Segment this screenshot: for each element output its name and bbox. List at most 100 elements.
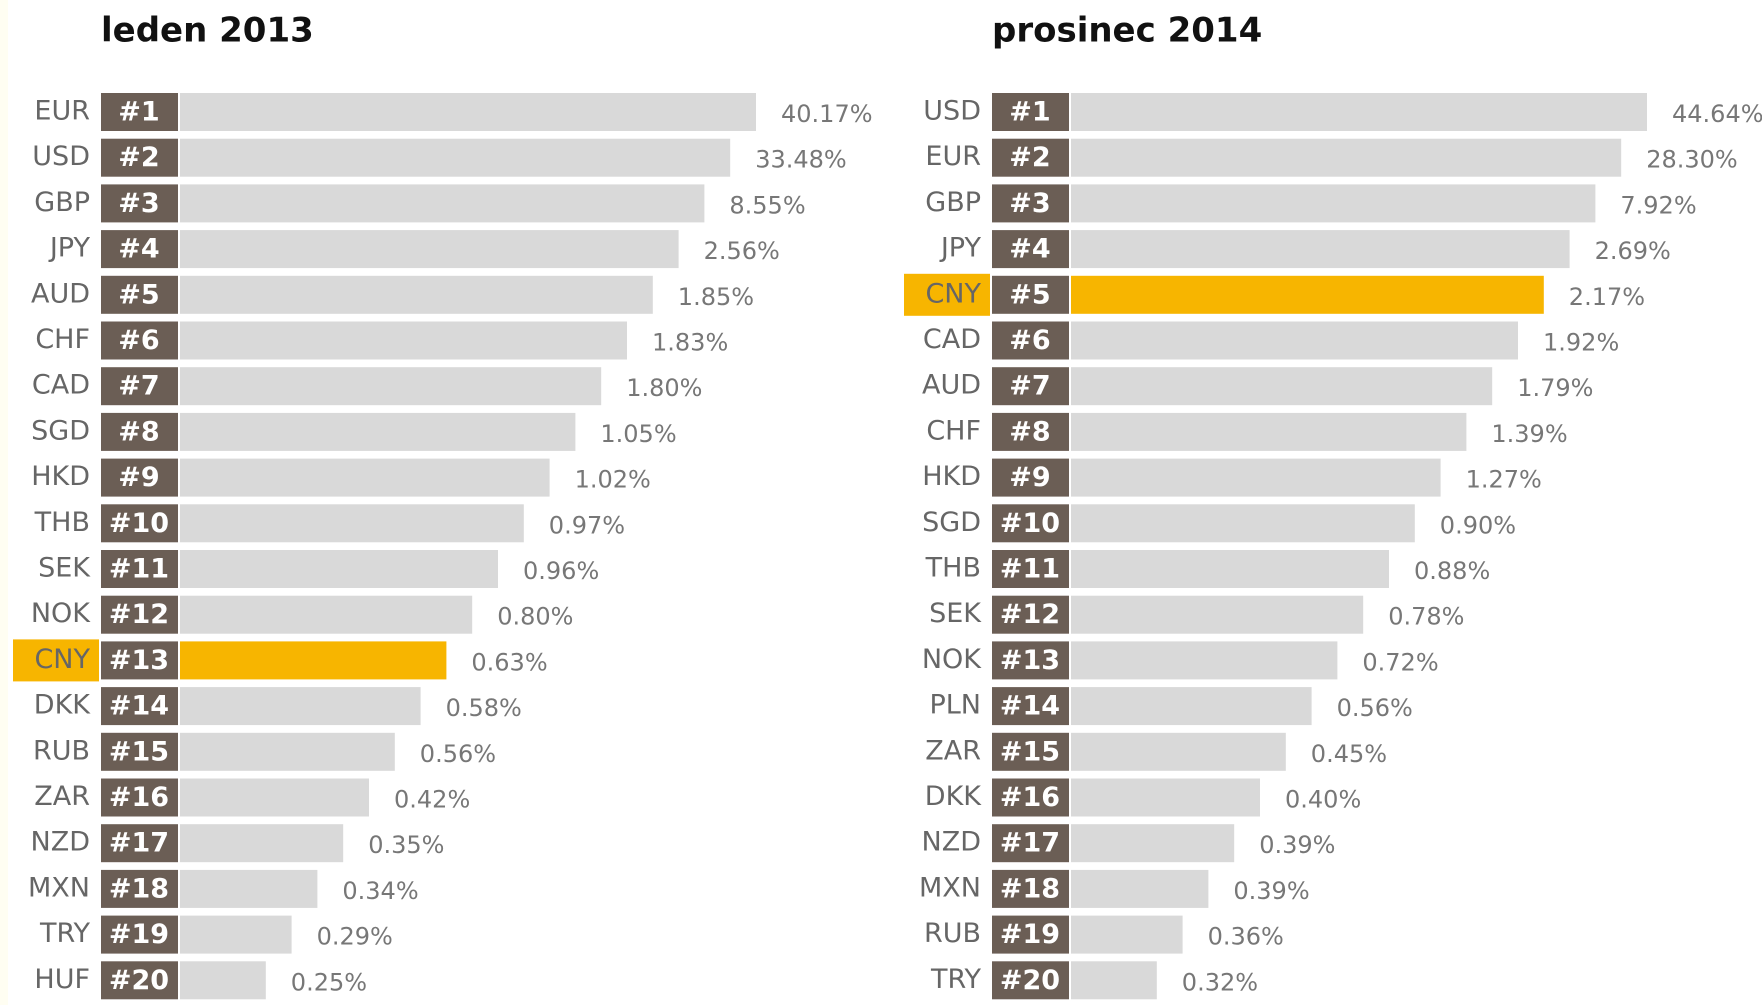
currency-label: EUR <box>925 141 981 172</box>
bar <box>1071 138 1622 177</box>
currency-label: RUB <box>924 918 981 949</box>
bar <box>1071 595 1364 634</box>
share-label: 1.05% <box>600 420 676 448</box>
rank-box <box>101 230 178 269</box>
currency-label: ZAR <box>925 735 981 766</box>
rank-box <box>992 961 1069 1000</box>
rank-label: #13 <box>109 645 169 676</box>
rank-label: #15 <box>1000 736 1060 767</box>
rank-box <box>992 458 1069 497</box>
rank-label: #19 <box>1000 919 1060 950</box>
share-label: 0.88% <box>1414 557 1490 585</box>
share-label: 2.69% <box>1595 237 1671 265</box>
bar <box>180 778 369 817</box>
currency-label: DKK <box>925 781 982 812</box>
currency-label: NOK <box>31 598 91 629</box>
rank-label: #18 <box>1000 873 1060 904</box>
bar <box>1071 778 1260 817</box>
share-label: 8.55% <box>729 191 805 219</box>
currency-label: CAD <box>923 324 981 355</box>
bar <box>1071 412 1467 451</box>
share-label: 1.92% <box>1543 329 1619 357</box>
bar <box>1071 458 1441 497</box>
bar <box>180 367 602 406</box>
rank-box <box>101 824 178 863</box>
rank-label: #8 <box>1009 416 1050 447</box>
rank-box <box>101 412 178 451</box>
rank-box <box>101 504 178 543</box>
share-label: 0.45% <box>1311 740 1387 768</box>
rank-box <box>992 915 1069 954</box>
bar <box>180 824 344 863</box>
currency-label: ZAR <box>34 781 90 812</box>
highlight-box <box>13 639 99 682</box>
rank-box <box>992 184 1069 223</box>
rank-box <box>992 412 1069 451</box>
share-label: 0.56% <box>420 740 496 768</box>
share-label: 0.39% <box>1259 831 1335 859</box>
share-label: 0.32% <box>1182 968 1258 996</box>
share-label: 33.48% <box>755 146 847 174</box>
share-label: 2.17% <box>1569 283 1645 311</box>
bar <box>1071 275 1544 314</box>
rank-label: #17 <box>1000 828 1060 859</box>
currency-label: SGD <box>31 415 90 446</box>
bar <box>180 641 447 680</box>
share-label: 2.56% <box>704 237 780 265</box>
rank-box <box>992 550 1069 588</box>
rank-box <box>992 641 1069 680</box>
bar <box>180 412 576 451</box>
rank-label: #2 <box>118 142 159 173</box>
rank-label: #11 <box>109 554 169 585</box>
bar <box>1071 687 1312 726</box>
currency-label: CHF <box>35 324 90 355</box>
currency-label: CHF <box>926 415 981 446</box>
rank-label: #19 <box>109 919 169 950</box>
bar <box>180 915 292 954</box>
bar <box>1071 915 1183 954</box>
rank-label: #3 <box>1009 188 1050 219</box>
rank-label: #16 <box>1000 782 1060 813</box>
bar <box>1071 824 1235 863</box>
bar <box>180 184 705 223</box>
share-label: 1.83% <box>652 329 728 357</box>
bar <box>1071 230 1570 269</box>
share-label: 0.72% <box>1362 648 1438 676</box>
share-label: 44.64% <box>1672 100 1762 128</box>
rank-box <box>992 687 1069 726</box>
rank-box <box>101 961 178 1000</box>
currency-label: THB <box>34 507 90 538</box>
rank-box <box>101 869 178 908</box>
currency-label: PLN <box>929 690 981 721</box>
currency-label: MXN <box>919 872 981 903</box>
bar <box>1071 93 1647 131</box>
currency-label: AUD <box>922 370 981 401</box>
share-label: 7.92% <box>1620 191 1696 219</box>
share-label: 0.80% <box>497 603 573 631</box>
currency-label: EUR <box>34 96 90 127</box>
bar <box>1071 321 1518 360</box>
rank-label: #9 <box>118 462 159 493</box>
share-label: 1.02% <box>575 466 651 494</box>
rank-box <box>101 595 178 634</box>
rank-label: #15 <box>109 736 169 767</box>
currency-label: HKD <box>922 461 981 492</box>
share-label: 1.80% <box>626 374 702 402</box>
panel-title: prosinec 2014 <box>992 11 1262 51</box>
rank-label: #7 <box>1009 371 1050 402</box>
rank-box <box>101 687 178 726</box>
rank-box <box>101 458 178 497</box>
rank-box <box>101 778 178 817</box>
rank-box <box>101 321 178 360</box>
share-label: 0.58% <box>446 694 522 722</box>
rank-label: #18 <box>109 873 169 904</box>
share-label: 0.96% <box>523 557 599 585</box>
bar <box>1071 504 1415 543</box>
rank-label: #10 <box>109 508 169 539</box>
rank-box <box>992 230 1069 269</box>
rank-box <box>992 275 1069 314</box>
bar <box>180 138 731 177</box>
rank-label: #5 <box>1009 279 1050 310</box>
rank-label: #12 <box>109 599 169 630</box>
rank-label: #14 <box>109 691 169 722</box>
